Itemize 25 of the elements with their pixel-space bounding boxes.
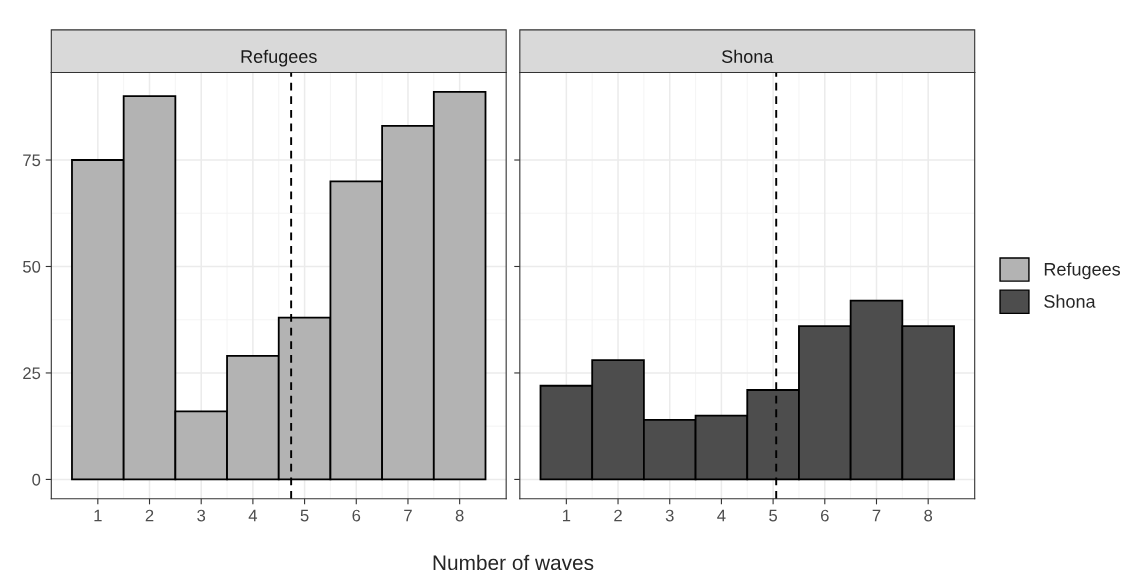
x-tick-label: 3 (197, 509, 206, 522)
x-tick-label: 6 (821, 509, 829, 522)
x-tick-label: 6 (352, 509, 361, 522)
x-tick-label: 5 (769, 509, 778, 522)
x-axis-title: Number of waves (433, 554, 594, 571)
x-tick-label: 8 (924, 509, 933, 522)
text: Shona (1044, 294, 1096, 308)
x-tick-label: 7 (872, 509, 881, 522)
x-tick-label: 1 (94, 509, 102, 522)
x-tick-label: 3 (665, 509, 674, 522)
chart-title: Shona (721, 49, 774, 63)
x-tick-label: 1 (562, 509, 571, 522)
x-tick-label: 5 (300, 509, 309, 522)
x-tick-label: 7 (404, 509, 412, 522)
y-tick-label: 25 (23, 367, 41, 380)
chart-title: Refugees (241, 49, 317, 67)
legend-label: Refugees (1044, 262, 1121, 280)
y-tick-label: 0 (32, 473, 41, 486)
x-tick-label: 2 (145, 509, 154, 522)
x-tick-label: 8 (455, 509, 464, 522)
y-tick-label: 50 (23, 260, 41, 273)
y-tick-label: 75 (23, 154, 41, 167)
x-tick-label: 4 (248, 509, 258, 522)
x-tick-label: 2 (614, 509, 622, 522)
x-tick-label: 4 (717, 509, 726, 522)
